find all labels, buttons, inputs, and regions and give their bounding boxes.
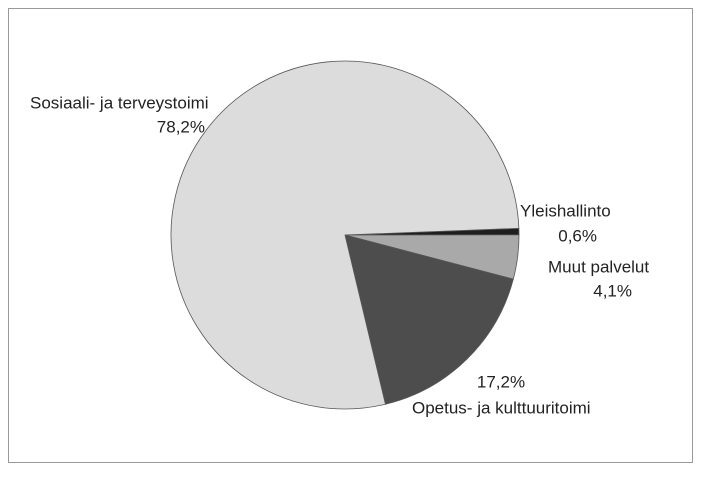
slice-value-label: 78,2% <box>157 117 205 136</box>
slice-value-label: 0,6% <box>558 226 597 245</box>
slice-label: Sosiaali- ja terveystoimi <box>30 93 209 112</box>
pie-slice <box>170 60 520 410</box>
slice-value-label: 4,1% <box>593 281 632 300</box>
pie-slice <box>344 234 514 405</box>
slice-label: Muut palvelut <box>548 257 649 276</box>
slice-value-label: 17,2% <box>477 372 525 391</box>
slice-label: Yleishallinto <box>520 201 611 220</box>
slice-label: Opetus- ja kulttuuritoimi <box>412 398 591 417</box>
